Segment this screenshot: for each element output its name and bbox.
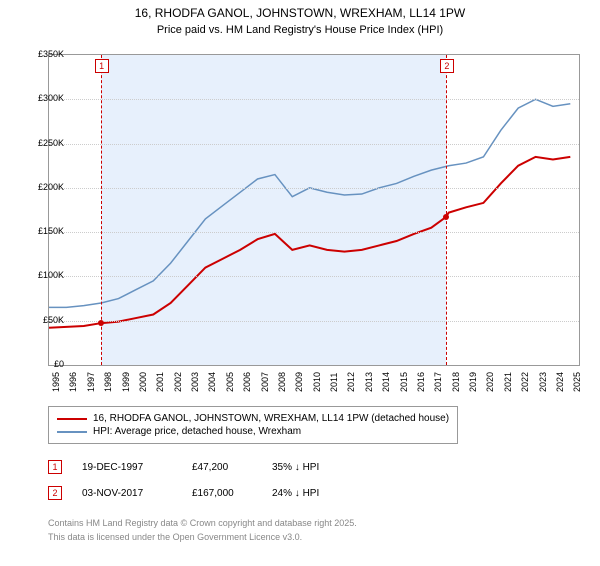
x-axis-label: 2017 [433,372,443,392]
y-axis-label: £0 [24,359,64,369]
x-axis-label: 2011 [329,373,339,392]
x-axis-label: 2004 [207,372,217,392]
x-axis-label: 2018 [451,372,461,392]
sale-price: £47,200 [192,462,252,473]
chart-title: 16, RHODFA GANOL, JOHNSTOWN, WREXHAM, LL… [0,6,600,20]
x-axis-label: 1998 [103,372,113,392]
x-axis-label: 2010 [312,372,322,392]
marker-flag: 2 [440,59,454,73]
x-axis-label: 2025 [572,372,582,392]
x-axis-label: 2014 [381,372,391,392]
x-axis-label: 2023 [538,372,548,392]
x-axis-label: 1996 [68,372,78,392]
y-axis-label: £300K [24,93,64,103]
sale-delta: 35% ↓ HPI [272,462,352,473]
sale-row: 1 19-DEC-1997 £47,200 35% ↓ HPI [48,460,352,474]
marker-dot [443,214,449,220]
sale-date: 19-DEC-1997 [82,462,172,473]
legend-item: HPI: Average price, detached house, Wrex… [57,426,449,437]
marker-line [101,55,102,365]
x-axis-label: 2005 [225,372,235,392]
footnote: Contains HM Land Registry data © Crown c… [48,518,357,528]
legend-label: HPI: Average price, detached house, Wrex… [93,426,301,437]
x-axis-label: 2007 [260,372,270,392]
x-axis-label: 2008 [277,372,287,392]
x-axis-label: 2022 [520,372,530,392]
x-axis-label: 2016 [416,372,426,392]
x-axis-label: 2021 [503,372,513,392]
legend: 16, RHODFA GANOL, JOHNSTOWN, WREXHAM, LL… [48,406,458,444]
gridline [49,188,579,189]
marker-line [446,55,447,365]
chart-area: 12 [48,54,580,366]
x-axis-label: 2024 [555,372,565,392]
y-axis-label: £150K [24,226,64,236]
sale-delta: 24% ↓ HPI [272,488,352,499]
x-axis-label: 2009 [294,372,304,392]
legend-label: 16, RHODFA GANOL, JOHNSTOWN, WREXHAM, LL… [93,413,449,424]
x-axis-label: 2002 [173,372,183,392]
gridline [49,276,579,277]
x-axis-label: 2019 [468,372,478,392]
x-axis-label: 2000 [138,372,148,392]
gridline [49,144,579,145]
x-axis-label: 1999 [121,372,131,392]
x-axis-label: 2015 [399,372,409,392]
chart-svg [49,55,579,365]
gridline [49,321,579,322]
legend-swatch [57,431,87,433]
x-axis-label: 2006 [242,372,252,392]
y-axis-label: £250K [24,138,64,148]
series-price_paid [49,157,570,328]
gridline [49,232,579,233]
x-axis-label: 2013 [364,372,374,392]
chart-subtitle: Price paid vs. HM Land Registry's House … [0,24,600,36]
sale-marker: 2 [48,486,62,500]
marker-dot [98,320,104,326]
page: 16, RHODFA GANOL, JOHNSTOWN, WREXHAM, LL… [0,6,600,566]
x-axis-label: 2020 [485,372,495,392]
x-axis-label: 2003 [190,372,200,392]
y-axis-label: £350K [24,49,64,59]
y-axis-label: £200K [24,182,64,192]
sale-row: 2 03-NOV-2017 £167,000 24% ↓ HPI [48,486,352,500]
legend-item: 16, RHODFA GANOL, JOHNSTOWN, WREXHAM, LL… [57,413,449,424]
sale-date: 03-NOV-2017 [82,488,172,499]
x-axis-label: 1997 [86,372,96,392]
y-axis-label: £100K [24,270,64,280]
marker-flag: 1 [95,59,109,73]
sale-price: £167,000 [192,488,252,499]
legend-swatch [57,418,87,420]
y-axis-label: £50K [24,315,64,325]
x-axis-label: 2012 [346,372,356,392]
x-axis-label: 1995 [51,372,61,392]
x-axis-label: 2001 [155,372,165,392]
sale-marker: 1 [48,460,62,474]
gridline [49,99,579,100]
footnote: This data is licensed under the Open Gov… [48,532,302,542]
